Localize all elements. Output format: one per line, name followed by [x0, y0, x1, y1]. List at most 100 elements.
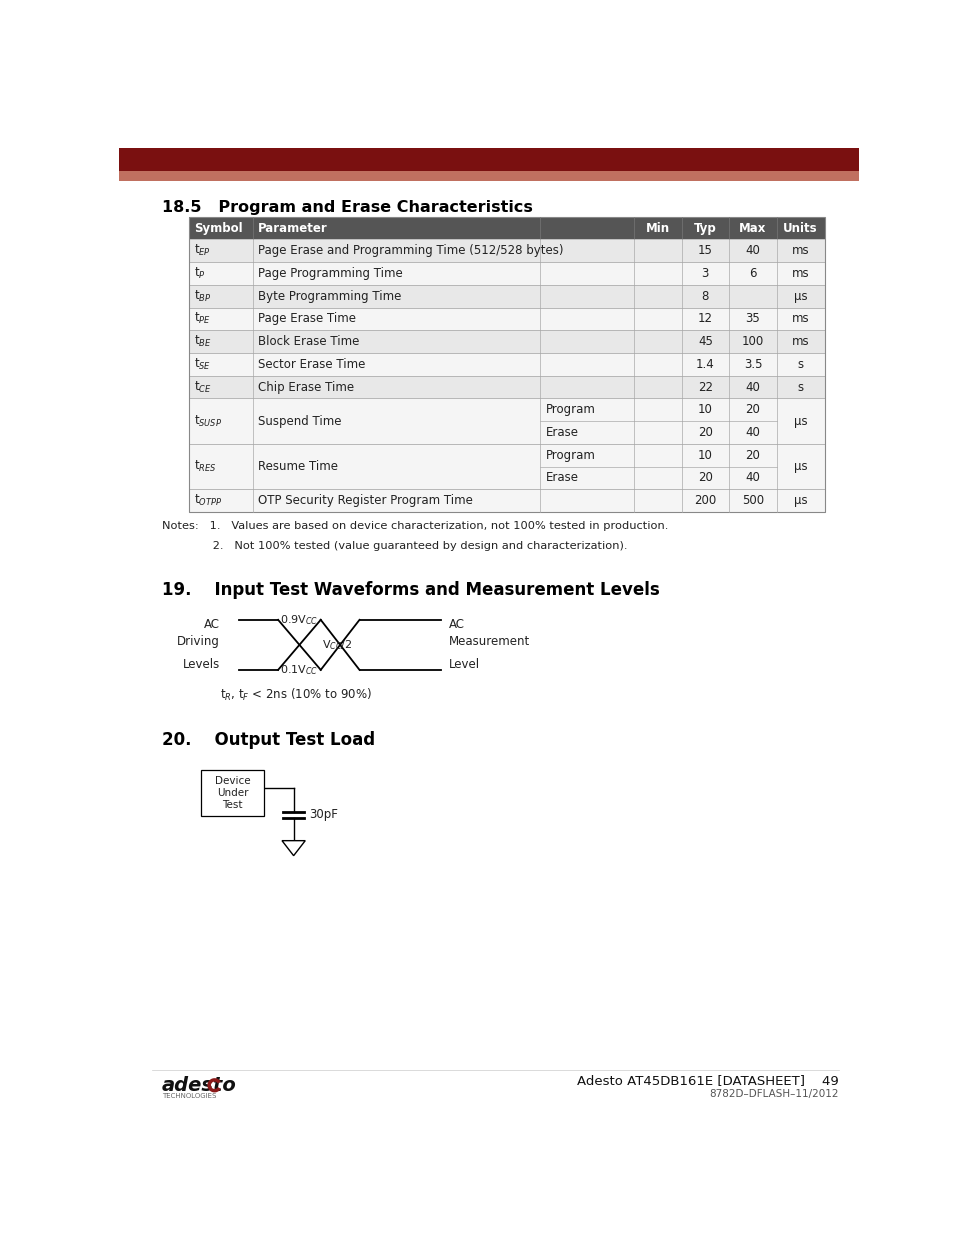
Text: 18.5   Program and Erase Characteristics: 18.5 Program and Erase Characteristics [162, 200, 532, 215]
Text: Levels: Levels [183, 658, 220, 672]
Text: 20: 20 [745, 448, 760, 462]
Text: 10: 10 [698, 404, 712, 416]
Text: OTP Security Register Program Time: OTP Security Register Program Time [257, 494, 473, 508]
Bar [189, 216, 823, 513]
Text: 40: 40 [745, 426, 760, 438]
Text: μs: μs [793, 415, 806, 427]
Text: 19.    Input Test Waveforms and Measurement Levels: 19. Input Test Waveforms and Measurement… [162, 582, 659, 599]
Text: Level: Level [448, 658, 479, 672]
Text: 6: 6 [748, 267, 756, 280]
Text: 35: 35 [745, 312, 760, 326]
Text: ms: ms [791, 312, 809, 326]
Bar [119, 148, 858, 172]
Text: Byte Programming Time: Byte Programming Time [257, 290, 401, 303]
Text: t$_{SE}$: t$_{SE}$ [194, 357, 212, 372]
Text: Driving: Driving [177, 635, 220, 648]
Text: t$_{CE}$: t$_{CE}$ [194, 379, 212, 395]
Text: adesto: adesto [162, 1076, 236, 1095]
Bar [189, 489, 823, 513]
Text: t$_{OTPP}$: t$_{OTPP}$ [194, 493, 222, 509]
Text: s: s [797, 380, 802, 394]
Text: Sector Erase Time: Sector Erase Time [257, 358, 365, 370]
Text: Measurement: Measurement [448, 635, 529, 648]
Text: 30pF: 30pF [309, 809, 337, 821]
Text: 20: 20 [698, 472, 712, 484]
Text: 15: 15 [698, 245, 712, 257]
Text: 3.5: 3.5 [743, 358, 761, 370]
Text: Erase: Erase [545, 472, 578, 484]
Text: t$_{BP}$: t$_{BP}$ [194, 289, 212, 304]
Text: 2.   Not 100% tested (value guaranteed by design and characterization).: 2. Not 100% tested (value guaranteed by … [162, 541, 627, 551]
Text: t$_R$, t$_F$ < 2ns (10% to 90%): t$_R$, t$_F$ < 2ns (10% to 90%) [220, 687, 372, 703]
Bar [189, 285, 823, 308]
Text: 200: 200 [694, 494, 716, 508]
Text: 12: 12 [697, 312, 712, 326]
Text: Units: Units [782, 221, 817, 235]
Text: t$_{SUSP}$: t$_{SUSP}$ [194, 414, 222, 429]
Text: t$_{P}$: t$_{P}$ [194, 266, 206, 282]
Text: Min: Min [645, 221, 669, 235]
Text: 8: 8 [700, 290, 708, 303]
Text: 100: 100 [741, 335, 763, 348]
Text: μs: μs [793, 290, 806, 303]
Text: 1.4: 1.4 [696, 358, 714, 370]
Text: Erase: Erase [545, 426, 578, 438]
Text: Suspend Time: Suspend Time [257, 415, 341, 427]
Text: TECHNOLOGIES: TECHNOLOGIES [162, 1093, 216, 1099]
Text: Device
Under
Test: Device Under Test [214, 777, 250, 810]
Text: Symbol: Symbol [194, 221, 243, 235]
Text: ms: ms [791, 245, 809, 257]
Polygon shape [282, 841, 305, 856]
Text: s: s [797, 358, 802, 370]
Text: 0.9V$_{CC}$: 0.9V$_{CC}$ [280, 613, 318, 626]
Text: ms: ms [791, 335, 809, 348]
Bar [200, 769, 264, 816]
Text: Typ: Typ [693, 221, 716, 235]
Text: t$_{RES}$: t$_{RES}$ [194, 459, 217, 474]
Text: Parameter: Parameter [257, 221, 328, 235]
Text: 40: 40 [745, 245, 760, 257]
Text: μs: μs [793, 461, 806, 473]
Text: 8782D–DFLASH–11/2012: 8782D–DFLASH–11/2012 [709, 1089, 839, 1099]
Bar [189, 353, 823, 375]
Text: 0.1V$_{CC}$: 0.1V$_{CC}$ [280, 663, 318, 677]
Bar [119, 172, 858, 180]
Text: 22: 22 [697, 380, 712, 394]
Text: 10: 10 [698, 448, 712, 462]
Bar [189, 443, 823, 489]
Bar [189, 375, 823, 399]
Bar [189, 262, 823, 285]
Text: 20.    Output Test Load: 20. Output Test Load [162, 731, 375, 750]
Text: Program: Program [545, 448, 595, 462]
Bar [189, 216, 823, 240]
Text: 20: 20 [698, 426, 712, 438]
Text: 3: 3 [700, 267, 708, 280]
Text: V$_{CC}$/2: V$_{CC}$/2 [322, 638, 353, 652]
Text: Block Erase Time: Block Erase Time [257, 335, 359, 348]
Text: Max: Max [739, 221, 766, 235]
Bar [189, 240, 823, 262]
Text: μs: μs [793, 494, 806, 508]
Bar [189, 308, 823, 330]
Text: Page Erase and Programming Time (512/528 bytes): Page Erase and Programming Time (512/528… [257, 245, 563, 257]
Text: 20: 20 [745, 404, 760, 416]
Bar [189, 399, 823, 443]
Text: Notes:   1.   Values are based on device characterization, not 100% tested in pr: Notes: 1. Values are based on device cha… [162, 521, 667, 531]
Text: AC: AC [448, 619, 464, 631]
Text: 40: 40 [745, 380, 760, 394]
Text: AC: AC [204, 619, 220, 631]
Text: Chip Erase Time: Chip Erase Time [257, 380, 354, 394]
Text: Page Erase Time: Page Erase Time [257, 312, 355, 326]
Text: Adesto AT45DB161E [DATASHEET]    49: Adesto AT45DB161E [DATASHEET] 49 [577, 1073, 839, 1087]
Text: ms: ms [791, 267, 809, 280]
Text: t$_{BE}$: t$_{BE}$ [194, 335, 212, 350]
Text: 500: 500 [741, 494, 763, 508]
Text: t$_{EP}$: t$_{EP}$ [194, 243, 211, 258]
Text: Resume Time: Resume Time [257, 461, 337, 473]
Bar [189, 330, 823, 353]
Text: 40: 40 [745, 472, 760, 484]
Text: 45: 45 [698, 335, 712, 348]
Text: Page Programming Time: Page Programming Time [257, 267, 402, 280]
Text: Program: Program [545, 404, 595, 416]
Text: t$_{PE}$: t$_{PE}$ [194, 311, 212, 326]
